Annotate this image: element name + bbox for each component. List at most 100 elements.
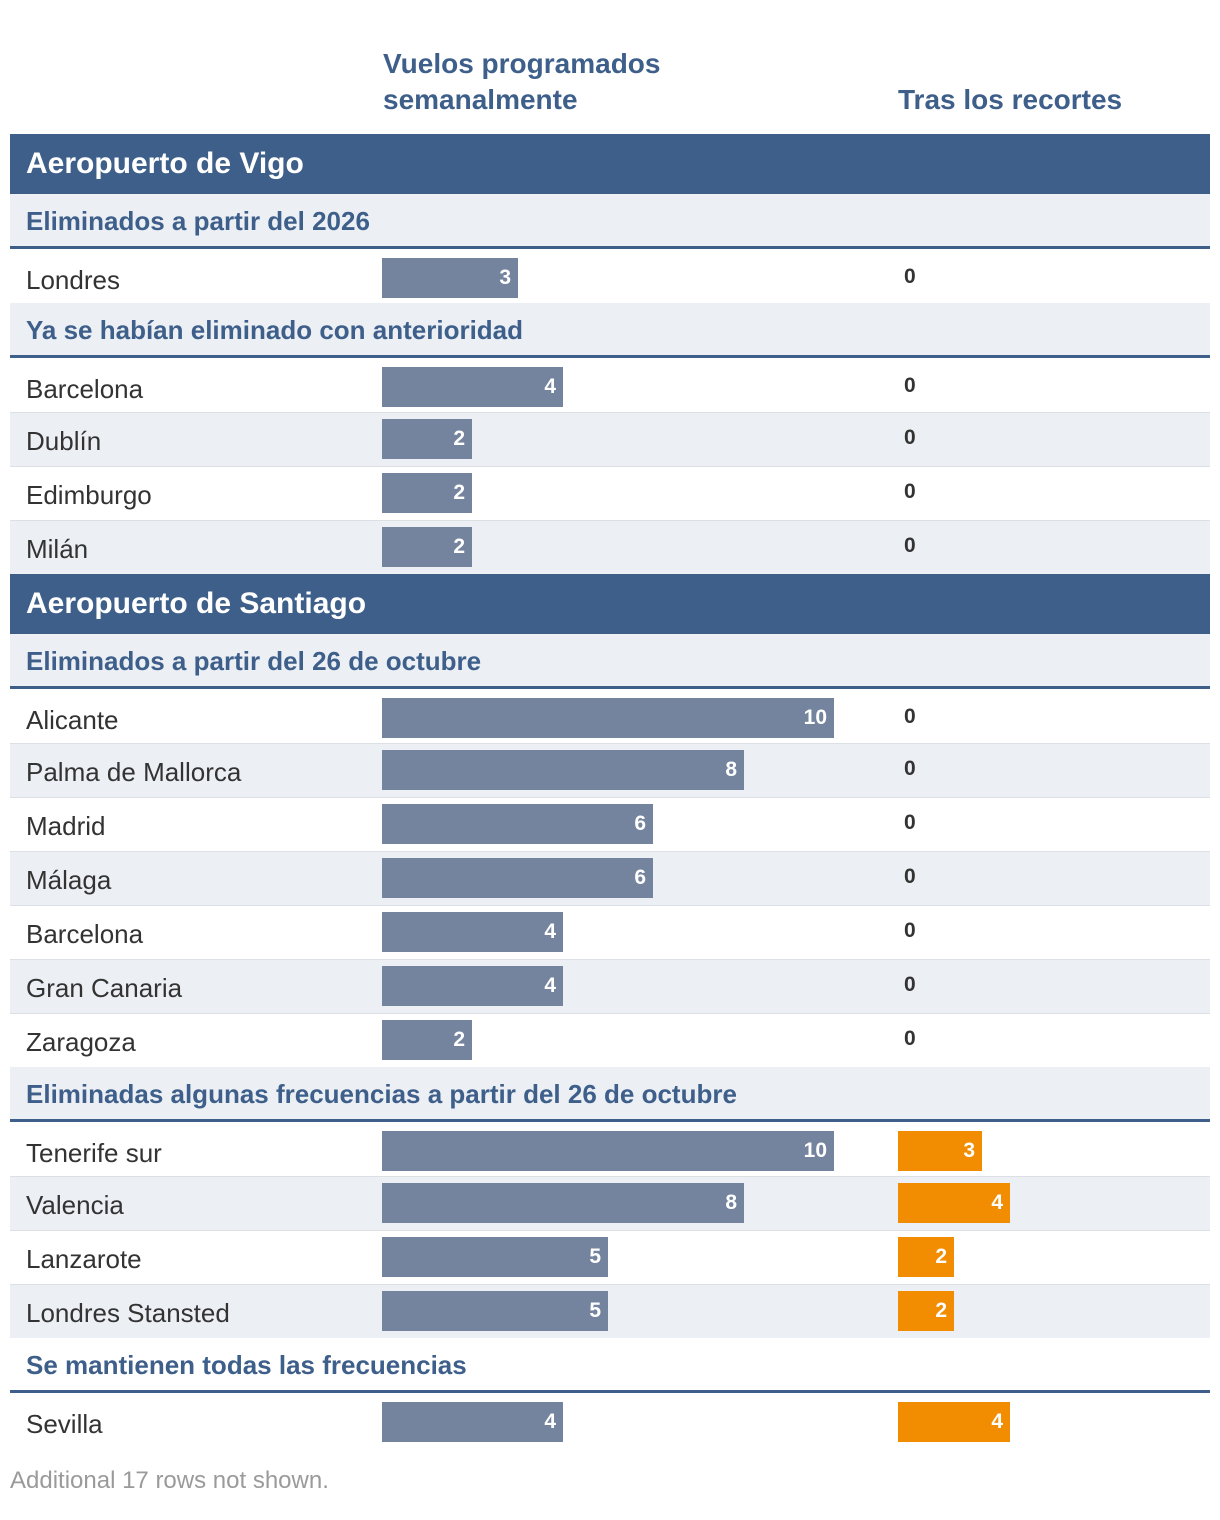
footnote: Additional 17 rows not shown.: [10, 1467, 329, 1494]
bar-before-value: 2: [453, 481, 465, 504]
bar-after-value: 2: [935, 1299, 947, 1322]
bar-before-value: 6: [634, 812, 646, 835]
bar-before: 4: [382, 367, 563, 407]
table-row: Lanzarote 5 2: [10, 1230, 1210, 1284]
row-city-label: Palma de Mallorca: [26, 757, 242, 787]
bar-after-value: 3: [963, 1139, 975, 1162]
row-city-label: Dublín: [26, 426, 102, 456]
table-row: Zaragoza 2 0: [10, 1013, 1210, 1067]
group-title: Ya se habían eliminado con anterioridad: [10, 303, 1210, 358]
bar-after-value: 4: [991, 1410, 1003, 1433]
row-city-label: Barcelona: [26, 919, 144, 949]
after-value-zero: 0: [904, 426, 916, 449]
table-row: Londres Stansted 5 2: [10, 1284, 1210, 1338]
bar-before-value: 5: [589, 1245, 601, 1268]
row-city-label: Málaga: [26, 865, 112, 895]
bar-before-value: 2: [453, 535, 465, 558]
bar-before: 3: [382, 258, 518, 298]
bar-before-value: 10: [803, 1139, 827, 1162]
section-title: Aeropuerto de Santiago: [10, 574, 1210, 634]
section-title: Aeropuerto de Vigo: [10, 134, 1210, 194]
after-value-zero: 0: [904, 534, 916, 557]
bar-before: 8: [382, 1183, 744, 1223]
bar-after: 2: [898, 1291, 954, 1331]
after-value-zero: 0: [904, 757, 916, 780]
row-city-label: Gran Canaria: [26, 973, 183, 1003]
after-value-zero: 0: [904, 265, 916, 288]
bar-before-value: 10: [803, 706, 827, 729]
bar-before: 10: [382, 1131, 834, 1171]
group-title: Eliminados a partir del 2026: [10, 194, 1210, 249]
table-row: Tenerife sur 10 3: [10, 1122, 1210, 1176]
group-title: Se mantienen todas las frecuencias: [10, 1338, 1210, 1393]
table-row: Londres 3 0: [10, 249, 1210, 303]
bar-before-value: 6: [634, 866, 646, 889]
bar-before: 2: [382, 419, 472, 459]
bar-before: 4: [382, 966, 563, 1006]
bar-before: 2: [382, 527, 472, 567]
table-body: Aeropuerto de Vigo Eliminados a partir de…: [10, 134, 1210, 1447]
column-header-before: Vuelos programados semanalmente: [383, 48, 661, 115]
row-city-label: Londres Stansted: [26, 1298, 230, 1328]
after-value-zero: 0: [904, 480, 916, 503]
table-row: Sevilla 4 4: [10, 1393, 1210, 1447]
row-city-label: Milán: [26, 534, 89, 564]
bar-before: 8: [382, 750, 744, 790]
bar-before: 5: [382, 1237, 608, 1277]
column-header-after: Tras los recortes: [898, 84, 1123, 115]
bar-before: 2: [382, 1020, 472, 1060]
after-value-zero: 0: [904, 374, 916, 397]
after-value-zero: 0: [904, 919, 916, 942]
row-city-label: Lanzarote: [26, 1244, 142, 1274]
bar-before: 6: [382, 804, 653, 844]
after-value-zero: 0: [904, 811, 916, 834]
after-value-zero: 0: [904, 705, 916, 728]
table-row: Madrid 6 0: [10, 797, 1210, 851]
table-row: Barcelona 4 0: [10, 358, 1210, 412]
bar-after: 2: [898, 1237, 954, 1277]
table-row: Valencia 8 4: [10, 1176, 1210, 1230]
table-row: Milán 2 0: [10, 520, 1210, 574]
bar-before: 10: [382, 698, 834, 738]
table-row: Barcelona 4 0: [10, 905, 1210, 959]
bar-before: 2: [382, 473, 472, 513]
bar-before-value: 5: [589, 1299, 601, 1322]
row-city-label: Edimburgo: [26, 480, 152, 510]
bar-before: 4: [382, 1402, 563, 1442]
bar-before-value: 4: [544, 974, 556, 997]
flights-table-chart: Vuelos programados semanalmente Tras los…: [10, 0, 1210, 1495]
group-title: Eliminadas algunas frecuencias a partir …: [10, 1067, 1210, 1122]
bar-after: 3: [898, 1131, 982, 1171]
bar-before: 6: [382, 858, 653, 898]
group-title: Eliminados a partir del 26 de octubre: [10, 634, 1210, 689]
bar-before-value: 2: [453, 427, 465, 450]
row-city-label: Barcelona: [26, 374, 144, 404]
table-row: Edimburgo 2 0: [10, 466, 1210, 520]
bar-before-value: 8: [725, 758, 737, 781]
bar-before-value: 3: [499, 266, 511, 289]
bar-after-value: 4: [991, 1191, 1003, 1214]
row-city-label: Sevilla: [26, 1409, 103, 1439]
row-city-label: Zaragoza: [26, 1027, 136, 1057]
after-value-zero: 0: [904, 1027, 916, 1050]
bar-after: 4: [898, 1402, 1010, 1442]
table-row: Gran Canaria 4 0: [10, 959, 1210, 1013]
bar-before-value: 4: [544, 1410, 556, 1433]
bar-before-value: 2: [453, 1028, 465, 1051]
row-city-label: Valencia: [26, 1190, 124, 1220]
table-row: Alicante 10 0: [10, 689, 1210, 743]
row-city-label: Madrid: [26, 811, 106, 841]
column-headers: Vuelos programados semanalmente Tras los…: [10, 0, 1210, 134]
bar-before: 4: [382, 912, 563, 952]
bar-before-value: 8: [725, 1191, 737, 1214]
row-city-label: Tenerife sur: [26, 1138, 162, 1168]
bar-after: 4: [898, 1183, 1010, 1223]
bar-before: 5: [382, 1291, 608, 1331]
table-row: Dublín 2 0: [10, 412, 1210, 466]
after-value-zero: 0: [904, 865, 916, 888]
row-city-label: Alicante: [26, 705, 119, 735]
bar-after-value: 2: [935, 1245, 947, 1268]
table-row: Málaga 6 0: [10, 851, 1210, 905]
bar-before-value: 4: [544, 920, 556, 943]
bar-before-value: 4: [544, 375, 556, 398]
